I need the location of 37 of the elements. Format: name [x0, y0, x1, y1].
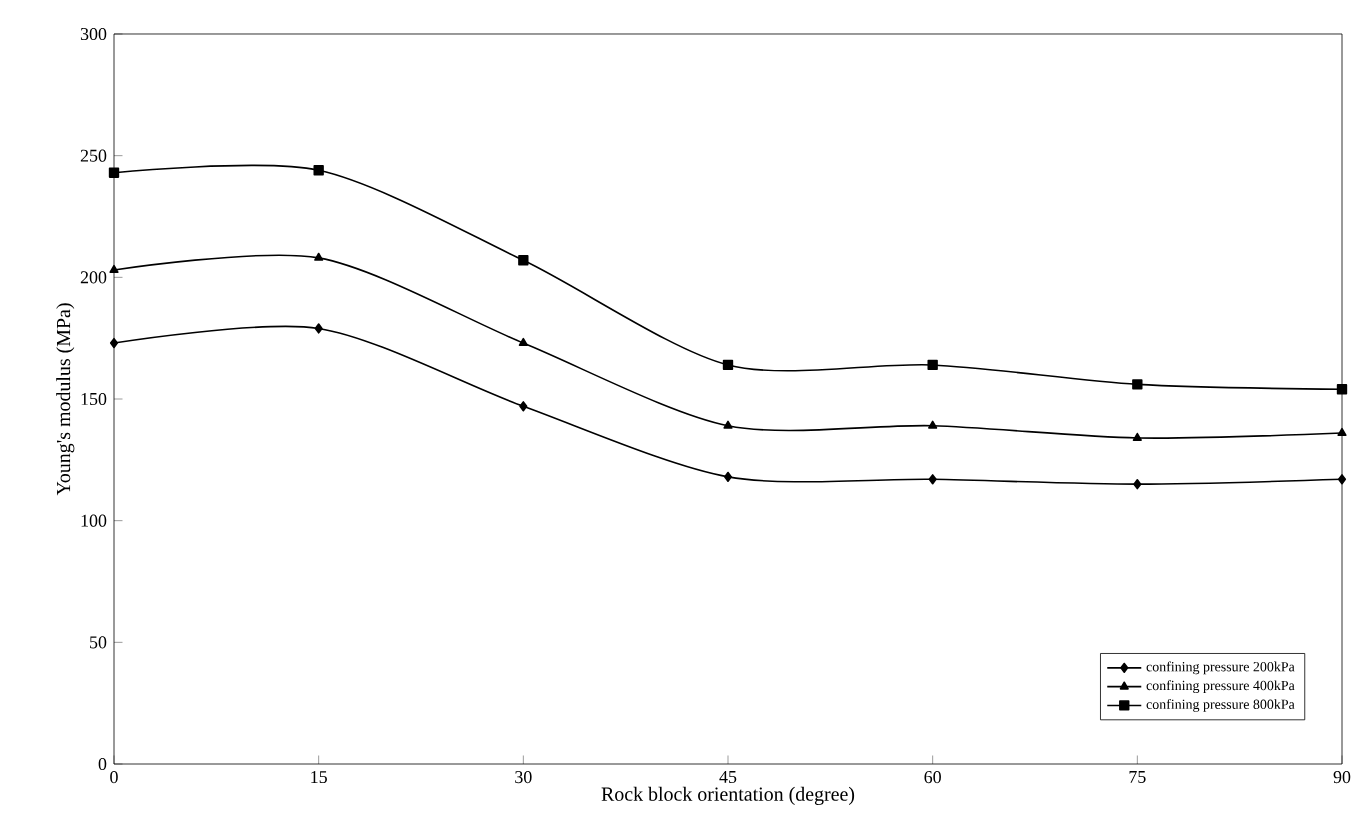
point: [313, 165, 324, 176]
point: [723, 471, 733, 483]
x-tick-label: 15: [311, 771, 327, 784]
point: [109, 337, 119, 349]
point: [928, 420, 938, 429]
point: [1133, 478, 1142, 490]
point: [314, 323, 323, 334]
point: [109, 264, 119, 274]
x-tick-label: 30: [515, 771, 532, 784]
point: [1132, 379, 1143, 390]
point: [518, 337, 528, 347]
x-tick-label: 45: [719, 771, 737, 784]
point: [1132, 432, 1142, 441]
y-tick-label: 200: [80, 271, 107, 284]
point: [1336, 384, 1348, 395]
point: [723, 420, 733, 429]
point: [108, 167, 120, 178]
x-tick-label: 90: [1333, 771, 1351, 784]
y-tick-label: 100: [81, 514, 107, 527]
y-axis-title: Young's modulus (MPa): [56, 303, 75, 496]
point: [314, 252, 324, 261]
y-tick-label: 150: [81, 392, 107, 406]
x-tick-label: 60: [924, 771, 941, 784]
y-tick-label: 50: [90, 636, 107, 649]
point: [722, 359, 734, 371]
point: [1337, 474, 1347, 485]
y-tick-label: 300: [80, 27, 107, 41]
point: [518, 255, 529, 266]
point: [1337, 427, 1347, 437]
point: [519, 401, 528, 412]
x-tick-label: 75: [1129, 771, 1146, 783]
y-tick-label: 0: [98, 757, 107, 771]
x-tick-label: 0: [110, 771, 118, 784]
point: [927, 359, 938, 371]
y-tick-label: 250: [80, 149, 107, 162]
x-axis-title: Rock block orientation (degree): [601, 786, 855, 805]
point: [928, 474, 937, 485]
